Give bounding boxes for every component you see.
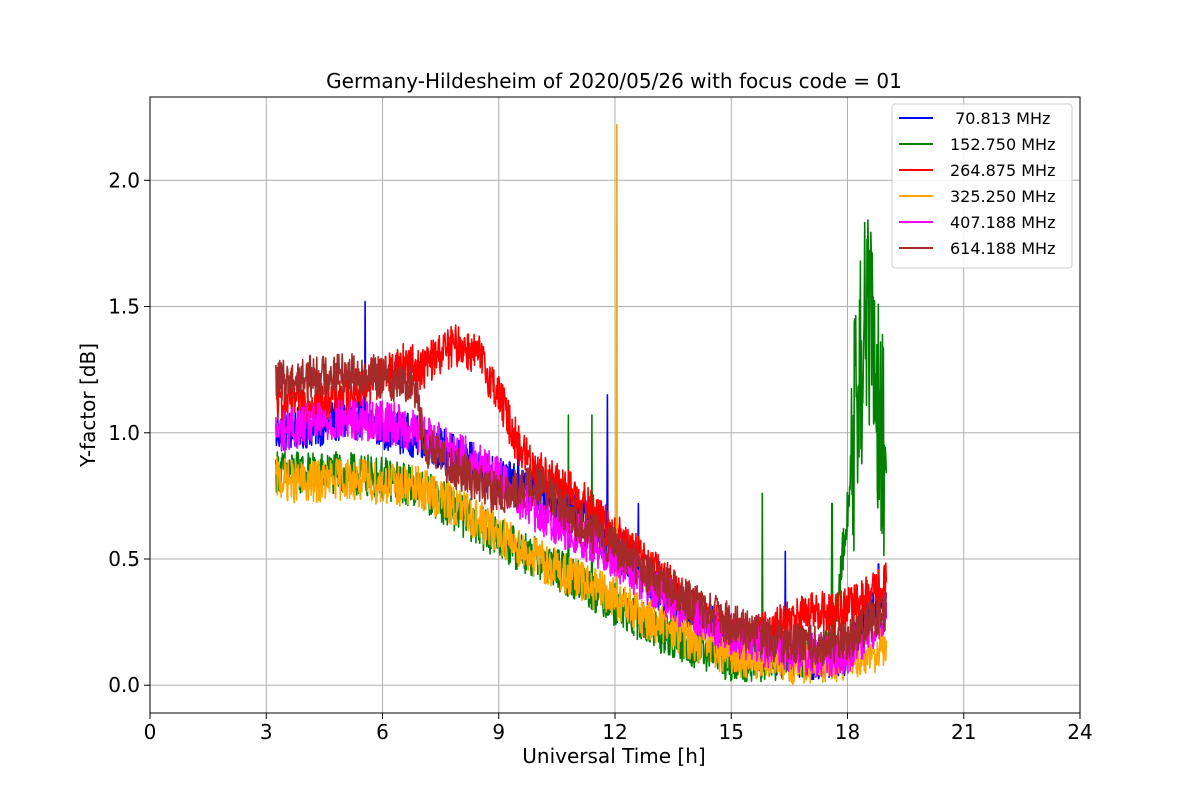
x-tick-label: 3 [260, 720, 273, 744]
plot-area [275, 124, 888, 685]
y-tick-label: 0.0 [108, 673, 140, 697]
x-tick-label: 6 [376, 720, 389, 744]
x-tick-label: 24 [1067, 720, 1092, 744]
x-axis-title: Universal Time [h] [522, 744, 705, 768]
legend: 70.813 MHz 152.750 MHz 264.875 MHz 325.250 … [891, 103, 1073, 269]
legend-label: 325.250 MHz [950, 187, 1055, 206]
axis-ticks: 0 3 6 9 12 15 18 21 24 0.0 0.5 1.0 1.5 2.0 [108, 168, 1093, 744]
y-tick-label: 1.5 [108, 295, 140, 319]
x-tick-label: 21 [951, 720, 976, 744]
legend-box [891, 103, 1073, 269]
legend-label: 152.750 MHz [950, 135, 1055, 154]
x-tick-label: 0 [144, 720, 157, 744]
legend-label: 614.188 MHz [950, 239, 1055, 258]
y-tick-label: 0.5 [108, 547, 140, 571]
y-tick-label: 2.0 [108, 168, 140, 192]
y-tick-label: 1.0 [108, 421, 140, 445]
y-axis-title: Y-factor [dB] [76, 343, 100, 468]
series-line [275, 219, 888, 683]
series-line [275, 353, 888, 669]
x-tick-label: 15 [719, 720, 744, 744]
legend-label: 407.188 MHz [950, 213, 1055, 232]
x-tick-label: 18 [835, 720, 860, 744]
legend-label: 264.875 MHz [950, 161, 1055, 180]
chart-title: Germany-Hildesheim of 2020/05/26 with fo… [326, 69, 902, 93]
x-tick-label: 12 [602, 720, 627, 744]
x-tick-label: 9 [492, 720, 505, 744]
legend-label: 70.813 MHz [950, 109, 1050, 128]
